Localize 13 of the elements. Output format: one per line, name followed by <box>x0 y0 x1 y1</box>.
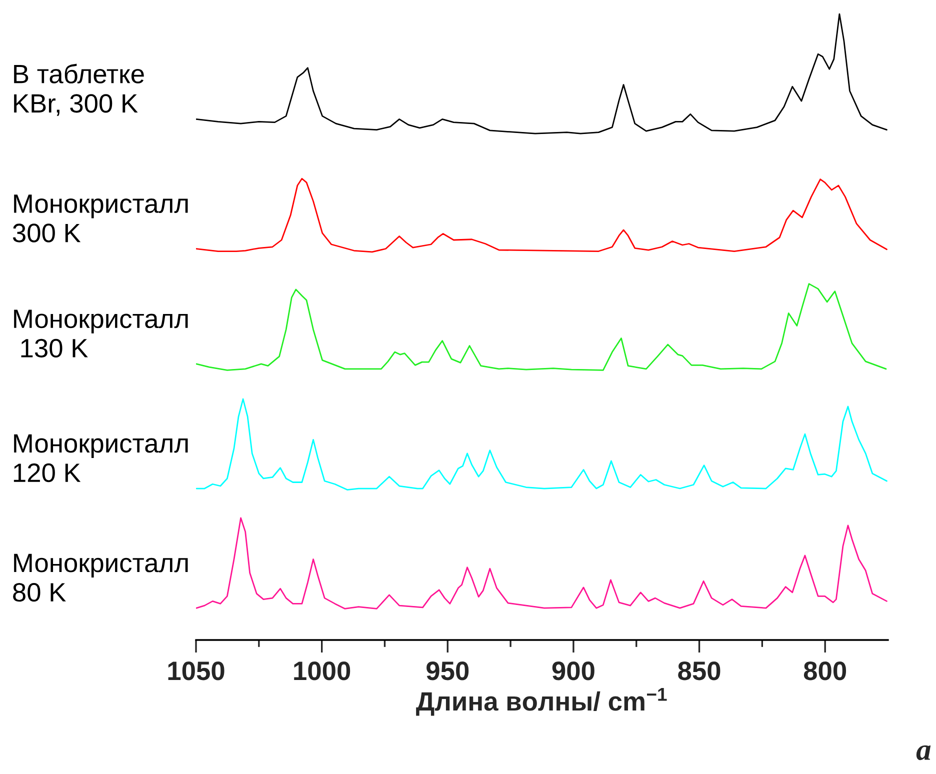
series-label: Монокристалл 130 K <box>14 310 188 358</box>
text: a <box>916 745 931 760</box>
series-label: Монокристалл 300 K <box>12 194 188 242</box>
series-label: В таблетке KBr, 300 K <box>14 64 144 116</box>
x-tick-label: 900 <box>552 662 594 680</box>
series-label: Монокристалл 80 K <box>13 554 188 602</box>
x-tick-label: 1000 <box>294 662 350 680</box>
x-tick-label: 800 <box>804 662 846 680</box>
x-tick-label: 1050 <box>168 662 224 680</box>
x-tick-label: 950 <box>426 662 469 680</box>
series-label: Монокристалл 120 K <box>14 434 188 482</box>
x-tick-label: 850 <box>678 662 720 680</box>
x-axis-title: Длина волны/ cm$^{−1}$ <box>416 688 667 716</box>
